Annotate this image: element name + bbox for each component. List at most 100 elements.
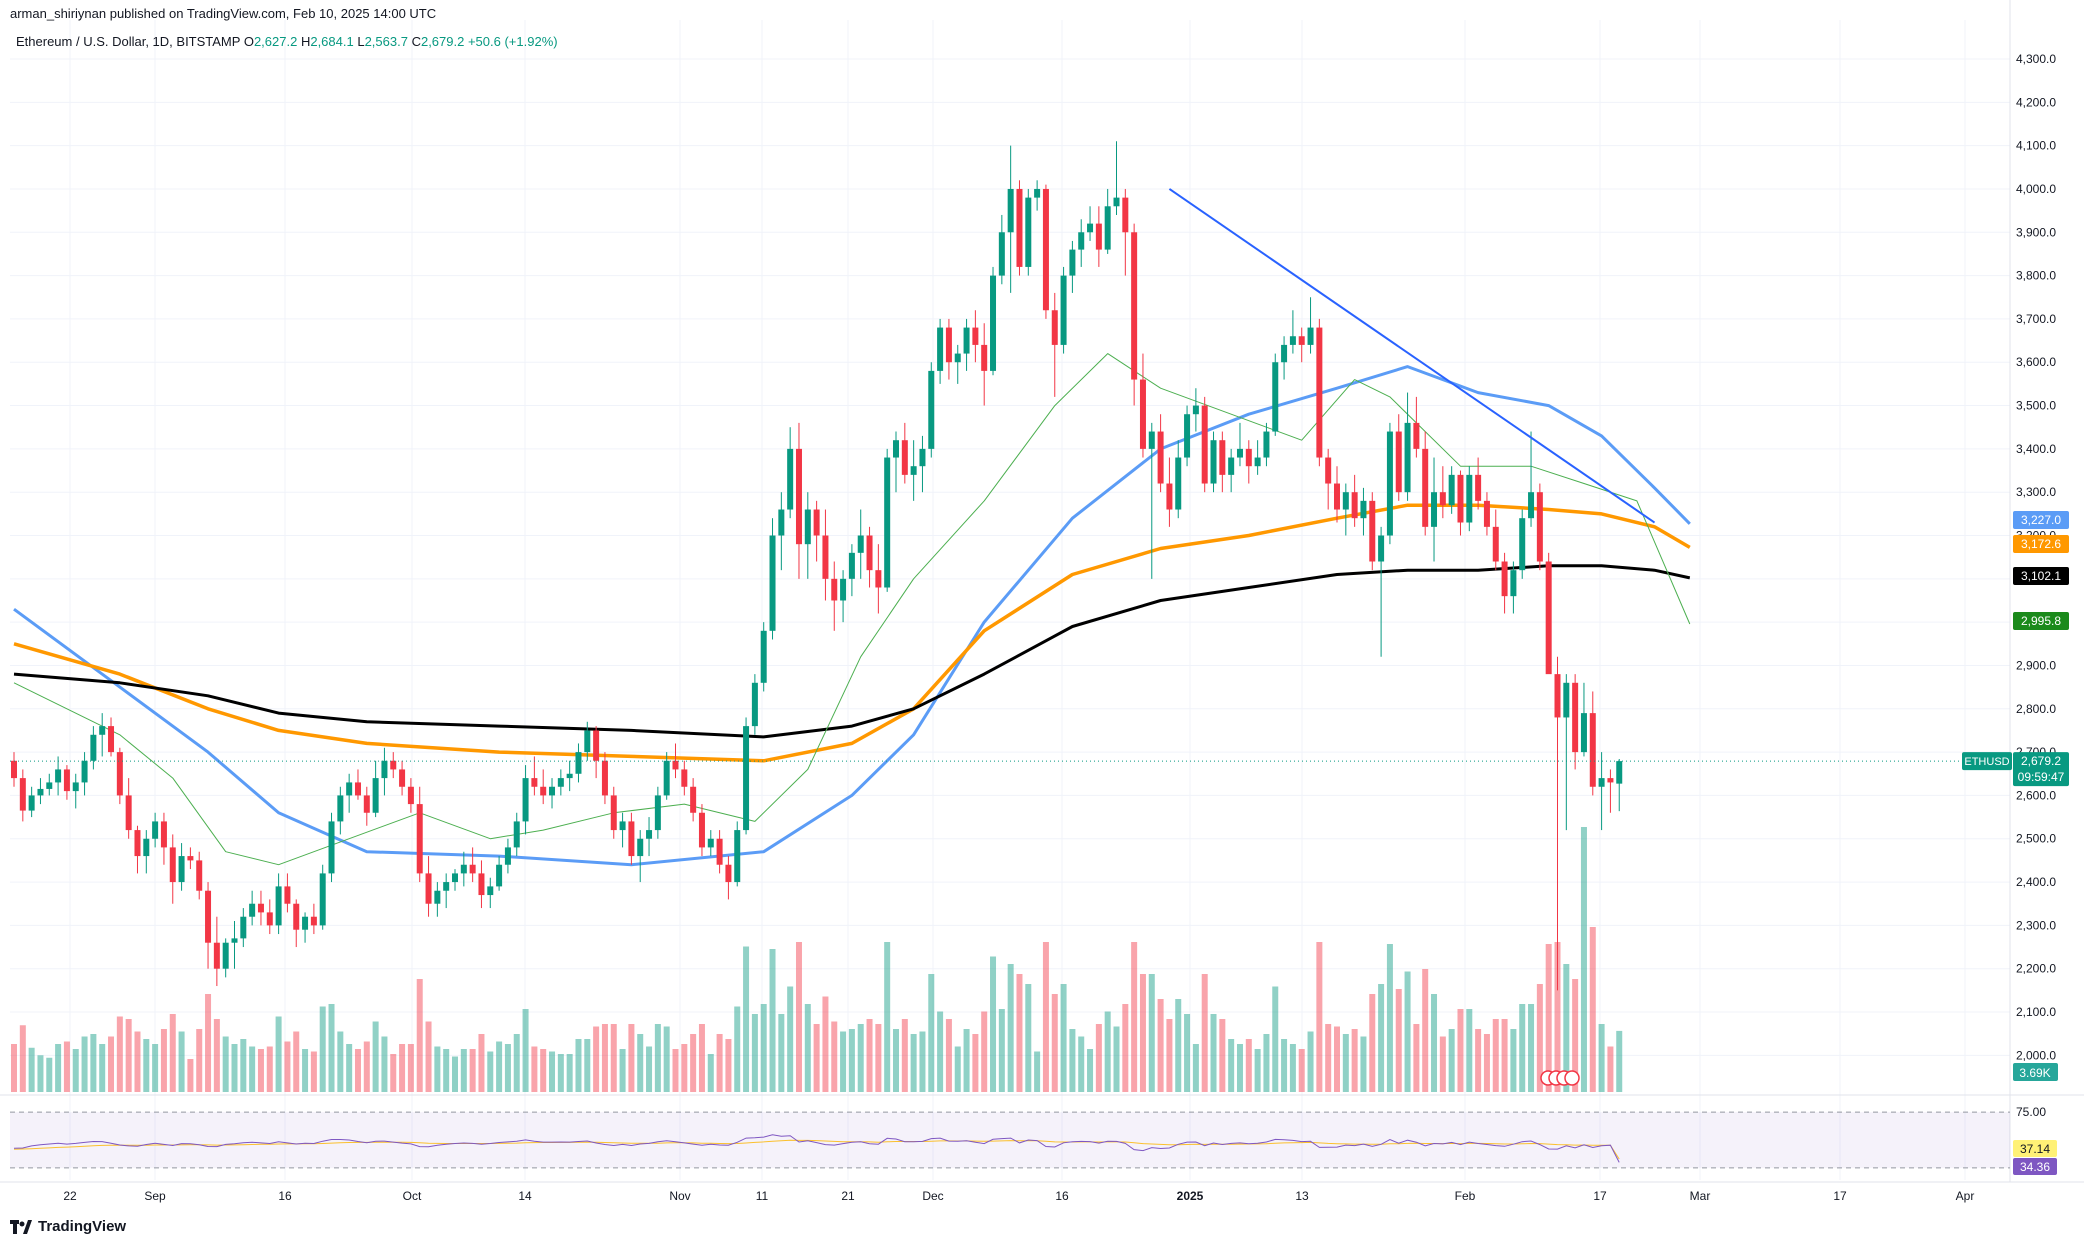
candle-body [831,578,838,601]
volume-bar [981,1011,988,1092]
candle-body [963,327,970,354]
time-tick-label: Apr [1956,1189,1975,1203]
candle-body [901,440,908,475]
rsi-ma-tag-label: 37.14 [2020,1142,2050,1156]
volume-bar [346,1044,353,1092]
trend-line [10,188,2010,762]
volume-bar [1448,1029,1455,1092]
candle-body [751,682,758,727]
volume-bar [1034,1051,1041,1092]
volume-bar [63,1041,70,1092]
candle-body [522,778,529,822]
volume-bar [337,1031,344,1092]
volume-bar [1386,944,1393,1092]
candle-body [72,782,79,792]
volume-bar [328,1004,335,1092]
trendline-segment [1168,188,1656,524]
volume-bar [143,1039,150,1092]
volume-bar [416,979,423,1092]
chart-grid [0,0,2084,1183]
volume-bar [1078,1036,1085,1092]
volume-bar [1095,1024,1102,1092]
volume-bar [549,1051,556,1092]
volume-bar [1598,1024,1605,1092]
volume-bar [716,1034,723,1092]
candle-body [1289,336,1296,345]
candle-body [443,882,450,891]
volume-bar [672,1049,679,1092]
candle-body [822,535,829,579]
volume-bar [187,1059,194,1092]
candle-body [1316,327,1323,458]
candle-body [566,773,573,779]
volume-bar [205,994,212,1092]
candle-body [213,942,220,969]
candle-body [302,916,309,930]
volume-bar [1104,1011,1111,1092]
last-price-box [2013,752,2069,787]
volume-bar [99,1044,106,1092]
volume-bar [1325,1024,1332,1092]
volume-bar [637,1034,644,1092]
volume-bar [81,1036,88,1092]
candle-body [866,535,873,571]
candle-body [1580,713,1587,753]
volume-bar [1316,942,1323,1092]
volume-bar [557,1054,564,1092]
volume-bar [628,1024,635,1092]
price-tick-label: 3,300.0 [2016,485,2056,499]
candle-body [928,370,935,449]
candle-body [1501,561,1508,597]
moving-average-line [13,503,1691,763]
candle-body [1395,431,1402,493]
time-axis[interactable]: 22 Sep 16 Oct 14 Nov 11 21 Dec 16 2025 13 Feb 17 Mar 17… [63,1189,1974,1203]
candle-body [637,838,644,857]
volume-bar [478,1034,485,1092]
volume-bar [945,1019,952,1092]
candle-body [1060,275,1067,345]
candle-body [337,795,344,822]
volume-bar [399,1044,406,1092]
candle-body [1051,310,1058,345]
candle-body [893,440,899,458]
candle-body [1078,232,1085,250]
volume-bar [813,1024,820,1092]
price-tick-label: 3,900.0 [2016,225,2056,239]
candle-body [1228,457,1235,475]
candle-body [716,838,723,865]
candle-body [1528,492,1535,519]
candle-body [372,778,379,813]
volume-bar [1483,1034,1490,1092]
price-axis[interactable]: 4,300.0 4,200.0 4,100.0 4,000.0 3,900.0 3,800… [2016,52,2056,1119]
volume-bar [1236,1044,1243,1092]
symbol-tag-box [1962,752,2012,771]
volume-bar [1439,1036,1446,1092]
volume-bar [760,1004,767,1092]
volume-bar [1475,1029,1482,1092]
candle-body [1369,500,1376,562]
time-tick-label: Dec [922,1189,943,1203]
volume-bar [293,1031,300,1092]
candle-body [1034,188,1041,198]
volume-bar [884,942,891,1092]
volume-bar [743,946,750,1092]
volume-bar [866,1019,873,1092]
volume-bar [593,1026,600,1092]
volume-bar [875,1024,882,1092]
candle-body [134,830,141,857]
tradingview-logo[interactable]: TradingView [10,1218,126,1235]
volume-bar [1281,1039,1288,1092]
candle-body [1422,448,1429,527]
last-price-label: 2,679.2 [2021,754,2061,768]
volume-bar [663,1026,670,1092]
candle-body [884,457,891,588]
volume-bar [55,1044,62,1092]
candle-body [11,760,17,779]
candle-body [857,535,864,553]
symbol-legend[interactable]: Ethereum / U.S. Dollar, 1D, BITSTAMP O2,… [16,34,558,49]
candle-body [760,630,767,683]
candle-body [169,847,176,883]
candle-body [346,782,353,796]
volume-bar [1572,979,1579,1092]
